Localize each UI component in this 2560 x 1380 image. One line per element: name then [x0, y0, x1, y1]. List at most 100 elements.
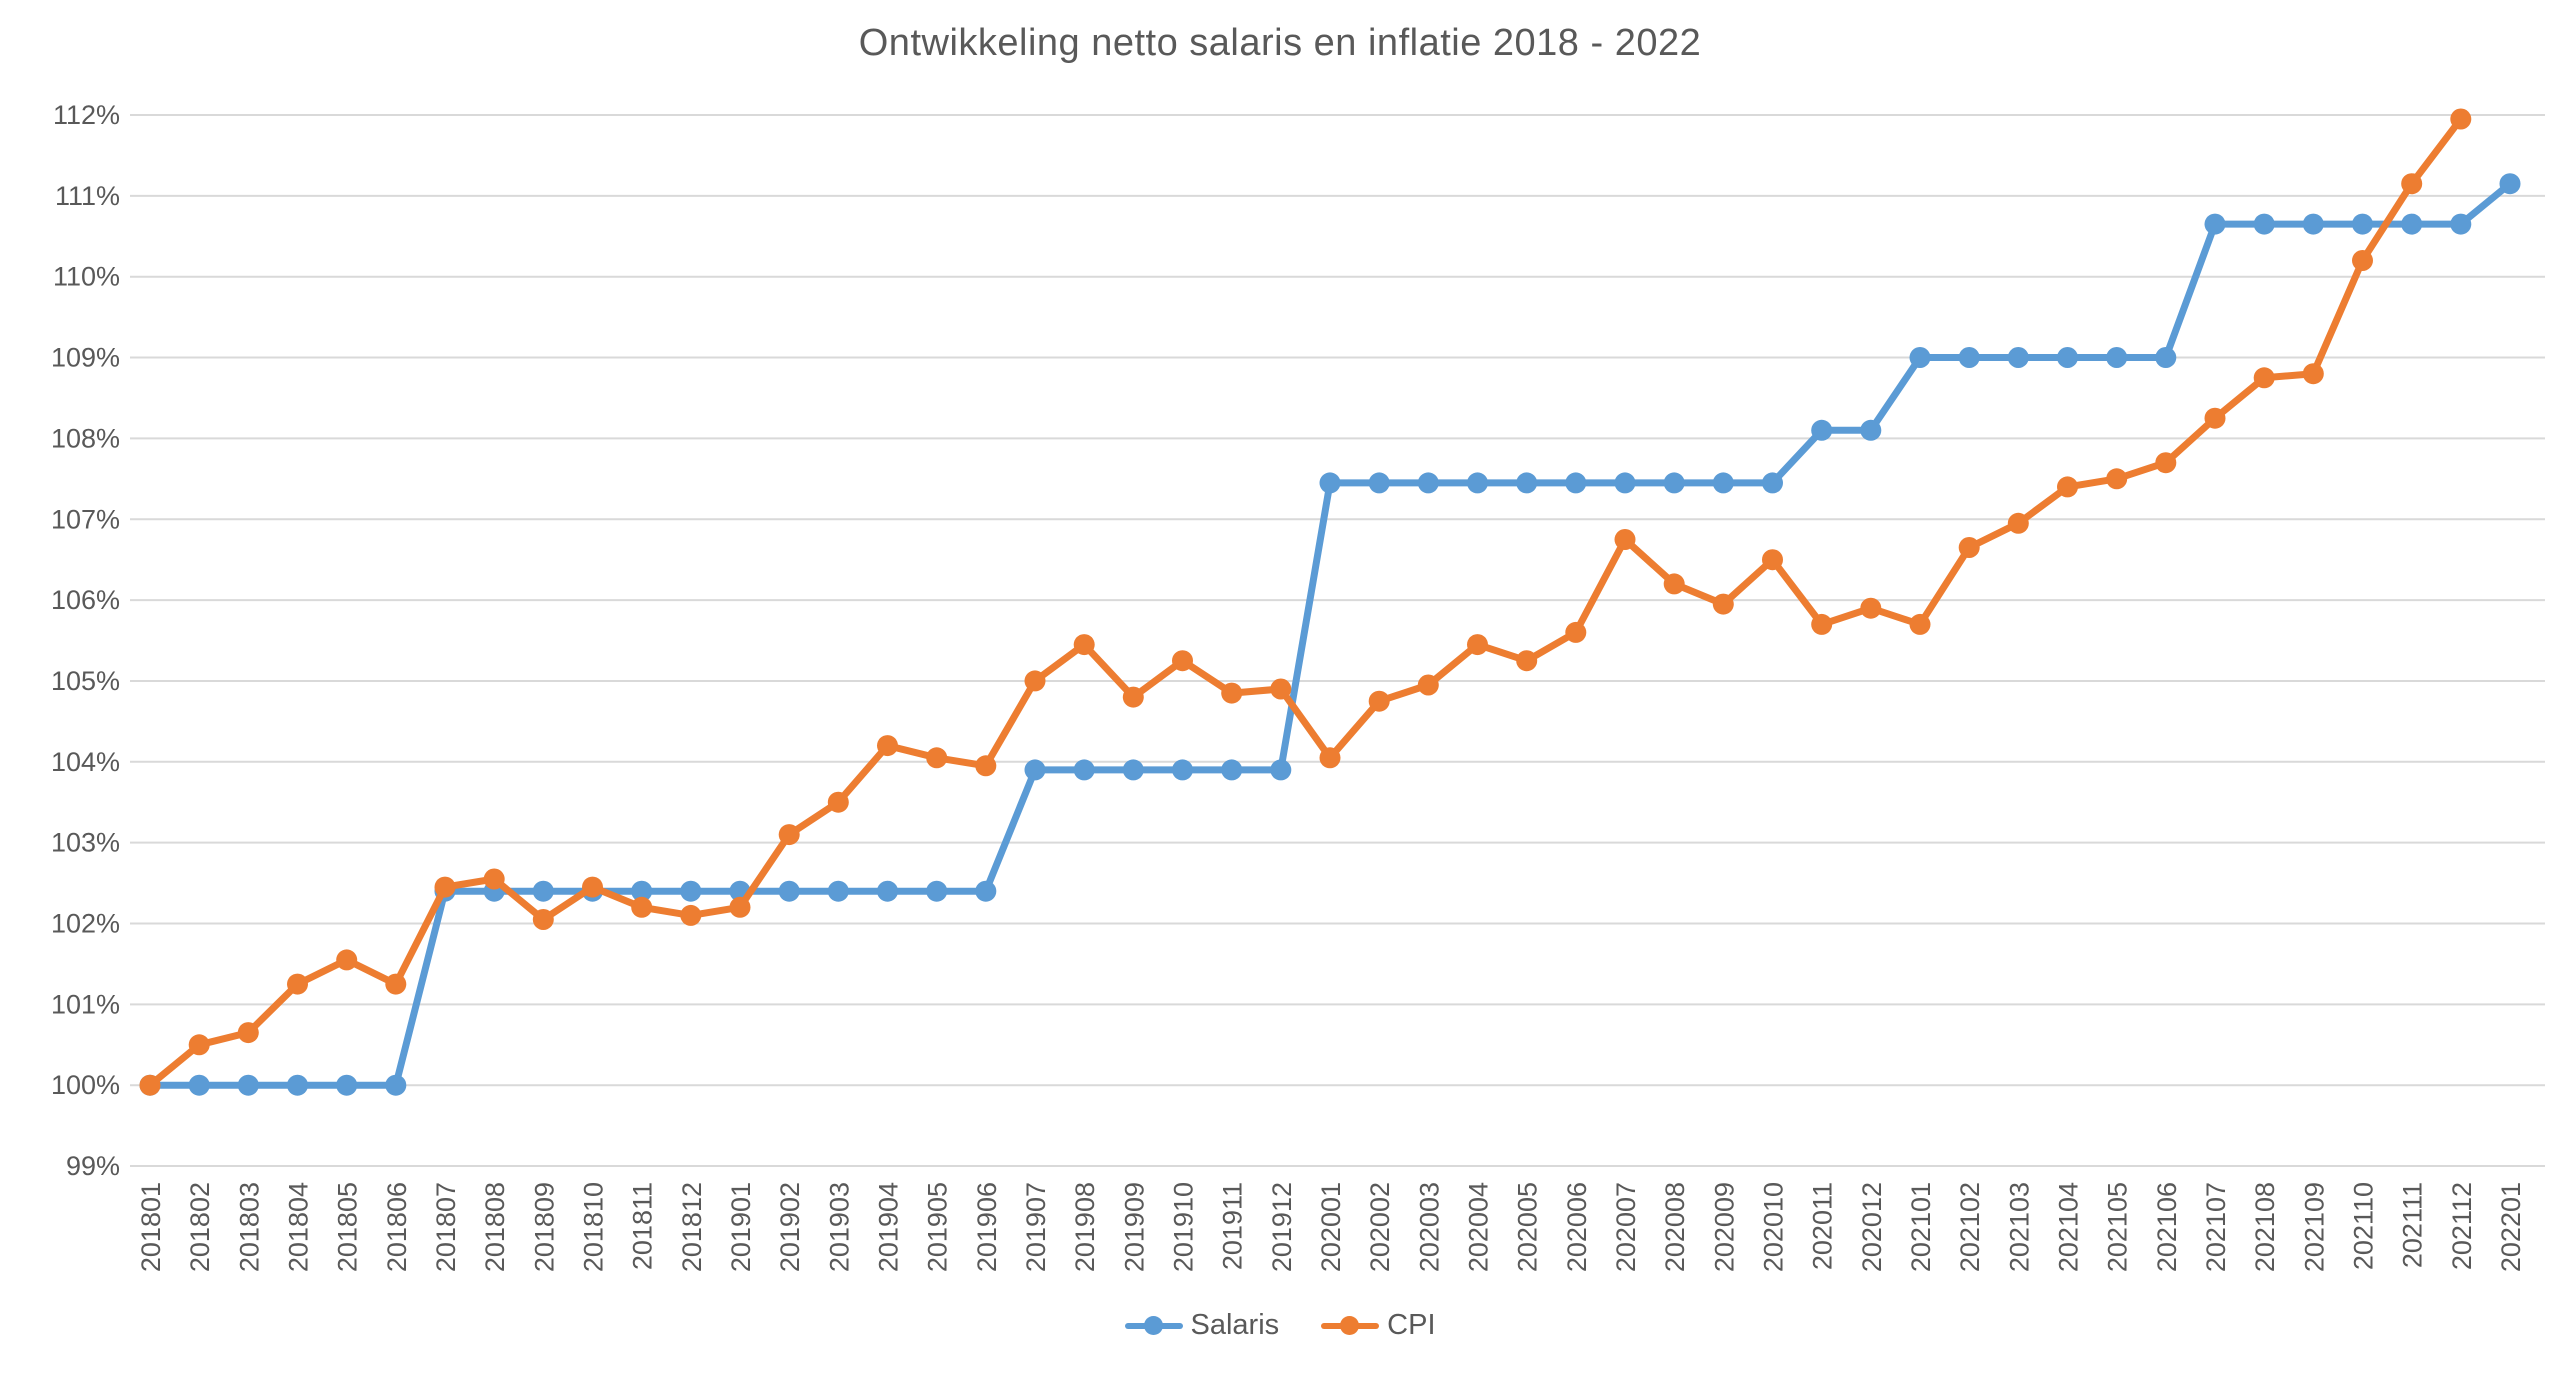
data-point-cpi	[188, 1034, 210, 1056]
data-point-cpi	[1762, 549, 1783, 571]
x-tick-label: 202104	[2054, 1182, 2084, 1272]
data-point-salaris	[1172, 759, 1193, 781]
data-point-cpi	[827, 791, 849, 813]
x-tick-label: 202201	[2496, 1182, 2526, 1272]
data-point-salaris	[680, 880, 702, 902]
data-point-salaris	[2302, 213, 2324, 235]
y-tick-label: 107%	[51, 504, 120, 534]
x-tick-label: 201803	[234, 1182, 264, 1272]
data-point-salaris	[237, 1074, 259, 1096]
data-point-cpi	[1270, 678, 1292, 700]
data-point-salaris	[1270, 759, 1292, 781]
data-point-cpi	[1909, 613, 1931, 635]
legend-item-cpi: CPI	[1321, 1308, 1436, 1342]
data-point-cpi	[2450, 108, 2472, 130]
data-point-cpi	[1712, 593, 1734, 615]
data-point-salaris	[1860, 419, 1882, 441]
data-point-salaris	[877, 880, 898, 902]
x-tick-label: 201907	[1021, 1182, 1051, 1272]
data-point-cpi	[287, 973, 308, 995]
data-point-cpi	[1467, 634, 1488, 656]
chart-title: Ontwikkeling netto salaris en inflatie 2…	[858, 22, 1702, 64]
y-tick-label: 100%	[51, 1070, 120, 1100]
data-point-salaris	[532, 880, 554, 902]
x-tick-label: 201802	[185, 1182, 215, 1272]
x-tick-label: 202112	[2447, 1182, 2477, 1270]
data-point-cpi	[139, 1074, 161, 1096]
data-point-cpi	[237, 1022, 259, 1044]
data-point-cpi	[385, 973, 407, 995]
x-tick-label: 202011	[1808, 1182, 1838, 1270]
data-point-salaris	[1565, 472, 1587, 494]
data-point-cpi	[1122, 686, 1144, 708]
data-point-salaris	[2450, 213, 2472, 235]
data-point-cpi	[631, 896, 653, 918]
data-point-cpi	[1221, 682, 1243, 704]
data-point-salaris	[385, 1074, 407, 1096]
x-tick-label: 202106	[2152, 1182, 2182, 1272]
data-point-salaris	[1516, 472, 1538, 494]
x-tick-label: 201811	[628, 1182, 658, 1270]
y-tick-label: 102%	[51, 909, 120, 939]
data-point-salaris	[1221, 759, 1243, 781]
x-tick-label: 202107	[2201, 1182, 2231, 1272]
data-point-salaris	[287, 1074, 308, 1096]
data-point-salaris	[1762, 472, 1783, 494]
data-point-salaris	[2155, 347, 2177, 368]
x-tick-label: 202007	[1611, 1182, 1641, 1272]
series-line-cpi	[146, 115, 2465, 1089]
data-point-cpi	[729, 896, 751, 918]
data-point-cpi	[532, 909, 554, 930]
x-tick-label: 201901	[726, 1182, 756, 1272]
data-point-cpi	[434, 876, 456, 898]
data-point-cpi	[778, 824, 800, 846]
data-point-cpi	[1565, 621, 1587, 643]
data-point-salaris	[975, 880, 997, 902]
x-tick-label: 201801	[136, 1182, 166, 1272]
data-point-cpi	[975, 755, 997, 777]
data-point-cpi	[680, 904, 702, 926]
y-tick-label: 101%	[51, 989, 120, 1019]
x-tick-label: 202108	[2250, 1182, 2280, 1272]
x-tick-label: 201810	[579, 1182, 609, 1272]
x-tick-label: 201807	[431, 1182, 461, 1272]
x-tick-label: 201905	[923, 1182, 953, 1272]
x-tick-label: 202101	[1906, 1182, 1936, 1272]
data-point-salaris	[2401, 213, 2423, 235]
x-tick-label: 201906	[972, 1182, 1002, 1272]
data-point-cpi	[1319, 747, 1341, 769]
data-point-salaris	[1958, 347, 1980, 368]
x-tick-label: 202008	[1660, 1182, 1690, 1272]
data-point-cpi	[2106, 468, 2128, 490]
y-tick-label: 111%	[55, 181, 120, 211]
data-point-salaris	[2057, 347, 2078, 368]
data-point-salaris	[1712, 472, 1734, 494]
data-point-cpi	[1516, 650, 1538, 672]
data-point-salaris	[2204, 213, 2226, 235]
data-point-cpi	[926, 747, 948, 769]
x-tick-label: 202010	[1759, 1182, 1789, 1272]
x-tick-label: 202102	[1955, 1182, 1985, 1272]
x-tick-label: 201902	[775, 1182, 805, 1272]
legend-marker-salaris	[1124, 1315, 1183, 1336]
data-point-cpi	[2352, 250, 2373, 271]
data-point-salaris	[631, 880, 653, 902]
legend-label-cpi: CPI	[1387, 1308, 1436, 1341]
legend-marker-cpi	[1321, 1315, 1380, 1336]
data-point-salaris	[1073, 759, 1095, 781]
x-tick-label: 201808	[480, 1182, 510, 1272]
data-point-salaris	[1024, 759, 1046, 781]
x-tick-label: 202109	[2299, 1182, 2329, 1272]
y-tick-label: 99%	[66, 1151, 120, 1181]
y-tick-label: 105%	[51, 666, 120, 696]
data-point-cpi	[1417, 674, 1439, 696]
x-tick-label: 201805	[333, 1182, 363, 1272]
y-tick-label: 109%	[51, 343, 120, 373]
data-point-cpi	[1024, 670, 1046, 692]
data-point-salaris	[1663, 472, 1685, 494]
x-tick-label: 201903	[824, 1182, 854, 1272]
series-line-salaris	[146, 180, 2514, 1089]
x-tick-label: 202001	[1316, 1182, 1346, 1272]
data-point-cpi	[1614, 529, 1636, 550]
